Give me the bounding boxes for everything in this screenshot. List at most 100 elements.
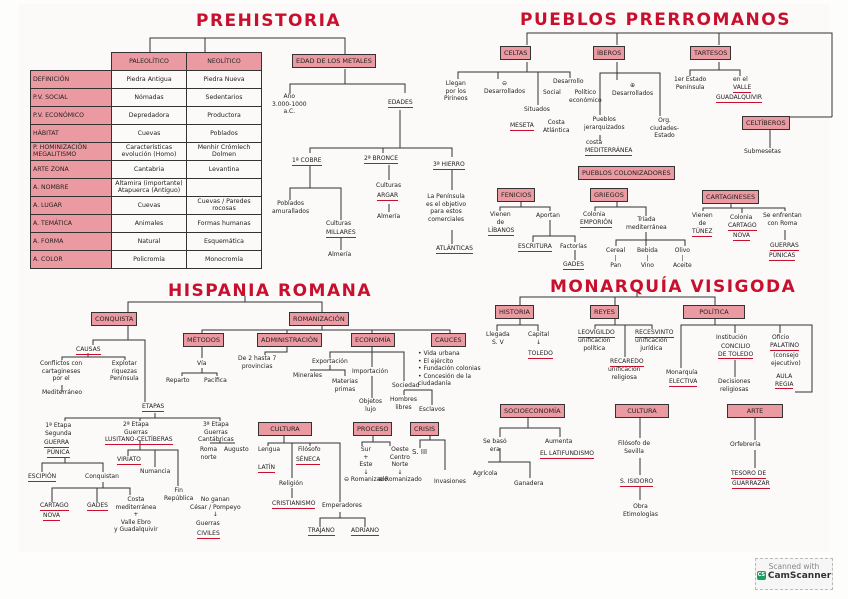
node-recesvinto-unificacion: unificación jurídica — [635, 337, 668, 352]
node-proceso-oeste: Oeste Centro Norte ↓ ⊕ Romanizado — [378, 446, 422, 483]
node-fenicios-gades: Gades — [563, 261, 584, 270]
node-hierro-atlanticas: Atlánticas — [436, 245, 473, 254]
box-historia: Historia — [495, 305, 534, 319]
row-label: A. Color — [30, 249, 112, 269]
box-metodos: Métodos — [183, 333, 225, 347]
node-bronce-culturas: Culturas — [376, 182, 402, 189]
header-neolitico: Neolítico — [186, 52, 262, 71]
header-paleolitico: Paleolítico — [111, 52, 187, 71]
box-administracion: Administración — [257, 333, 322, 347]
node-fenicios-escritura: Escritura — [518, 243, 552, 252]
row-label: A. Lugar — [30, 195, 112, 215]
node-tartesos-estado: 1er Estado Península — [674, 76, 707, 91]
box-celtiberos: Celtíberos — [742, 116, 790, 130]
node-celtas-desarrollo: Desarrollo — [553, 78, 584, 85]
cell-neo: Esquemática — [186, 231, 262, 251]
node-causas-mediterraneo: Mediterráneo — [42, 389, 83, 396]
box-iberos: Íberos — [593, 46, 626, 60]
row-label: A. Temática — [30, 213, 112, 233]
camscanner-logo-icon: CS — [756, 571, 766, 580]
table-row: A. Lugar Cuevas Cuevas / Paredes rocosas — [30, 195, 262, 215]
node-s3: S. III — [412, 448, 428, 456]
node-leovigildo: Leovigildo — [578, 329, 615, 338]
node-causas-explotar: Explotar riquezas Península — [110, 360, 139, 382]
cell-neo: Monocromía — [186, 249, 262, 269]
node-fenicios-factorias: Factorías — [560, 243, 587, 250]
node-consejo: (consejo ejecutivo) — [771, 352, 801, 367]
node-celtas-meseta: Meseta — [510, 122, 534, 131]
box-griegos: Griegos — [590, 188, 628, 202]
node-etapas: Etapas — [142, 403, 165, 412]
cell-neo: Menhir Crómlech Dolmen — [186, 141, 262, 161]
node-griegos-cereal: Cereal | Pan — [606, 247, 626, 269]
node-cart-punicas: Púnicas — [769, 252, 796, 261]
box-tartesos: Tartesos — [690, 46, 732, 60]
node-exportacion: Exportación — [312, 358, 348, 365]
node-iberos-costa: costa — [586, 139, 603, 146]
node-concilio: Concilio de Toledo — [718, 343, 754, 359]
node-escipion: Escipión — [28, 473, 57, 482]
node-institucion: Institución — [716, 334, 748, 341]
node-civiles: Civiles — [197, 530, 220, 539]
node-religion: Religión — [279, 480, 303, 487]
node-celtas-desarrollados: ⊖ Desarrollados — [484, 80, 526, 95]
node-emperadores: Emperadores — [322, 502, 362, 509]
node-latin: Latín — [258, 464, 276, 473]
node-objetos-lujo: Objetos lujo — [359, 398, 383, 413]
box-conquista: Conquista — [91, 312, 138, 326]
node-monarquia: Monarquía — [666, 369, 698, 376]
box-edad-metales: Edad de los metales — [292, 54, 376, 68]
node-lengua: Lengua — [258, 446, 281, 453]
node-etapa1-punica: Púnica — [47, 449, 70, 458]
table-row: Hábitat Cuevas Poblados — [30, 123, 262, 143]
node-electiva: Electiva — [669, 378, 698, 387]
node-llegada: Llegada S. V — [486, 331, 510, 346]
cell-paleo: Cuevas — [111, 123, 187, 143]
node-cart-vienen: Vienen de — [692, 212, 713, 227]
camscanner-label: CS CamScanner — [756, 571, 832, 581]
box-fenicios: Fenicios — [497, 188, 536, 202]
node-cart-nova: Nova — [733, 232, 750, 241]
node-celtas-llegan: Llegan por los Pirineos — [444, 80, 468, 102]
node-cart-colonia: Colonia — [730, 214, 753, 221]
node-isidoro: S. Isidoro — [620, 478, 654, 487]
node-nova: Nova — [43, 512, 60, 521]
node-celtas-politico: Político económico — [569, 89, 602, 104]
node-obra: Obra Etimologías — [623, 503, 658, 518]
table-row: Arte Zona Cantabria Levantina — [30, 159, 262, 179]
node-hombres-libres: Hombres libres — [390, 396, 417, 411]
node-trajano: Trajano — [308, 527, 335, 536]
node-tartesos-guadalquivir: Guadalquivir — [716, 94, 763, 103]
node-etapa1-guerra: Guerra — [44, 439, 70, 448]
node-cobre-poblados: Poblados amurallados — [272, 200, 310, 215]
cell-paleo: Cuevas — [111, 195, 187, 215]
camscanner-badge: Scanned with CS CamScanner — [755, 558, 833, 590]
box-socioeconomia: Socioeconomía — [500, 404, 565, 418]
cell-neo: Poblados — [186, 123, 262, 143]
box-celtas: Celtas — [500, 46, 532, 60]
box-cartagineses: Cartagineses — [702, 190, 760, 204]
row-label: P. Hominización Megalitismo — [30, 141, 112, 161]
node-filosofo: Filósofo — [298, 446, 321, 453]
node-tesoro: Tesoro de — [731, 470, 767, 479]
box-crisis: Crisis — [410, 422, 440, 436]
cell-paleo: Características evolución (Homo) — [111, 141, 187, 161]
table-corner — [31, 53, 112, 71]
node-conquistan: Conquistan — [85, 473, 119, 480]
visigoda-title: MONARQUÍA VISIGODA — [550, 277, 797, 297]
row-label: A. Forma — [30, 231, 112, 251]
node-fenicios-vienen: Vienen de — [490, 211, 511, 226]
node-etapa3: 3ª Etapa Guerras Cantábricas — [198, 421, 234, 443]
node-no-ganan: No ganan César / Pompeyo ↓ — [190, 496, 241, 518]
node-oficio: Oficio — [772, 334, 790, 341]
node-aumenta: Aumenta — [545, 438, 573, 445]
node-iberos-pueblos: Pueblos jerarquizados — [584, 116, 625, 131]
cell-paleo: Piedra Antigua — [111, 69, 187, 89]
node-filosofo-sevilla: Filósofo de Sevilla — [618, 440, 651, 455]
node-griegos-emporion: Emporión — [580, 219, 613, 228]
camscanner-name: CamScanner — [767, 571, 832, 581]
node-numancia: Numancia — [140, 468, 171, 475]
box-cultura-romana: Cultura — [258, 422, 312, 436]
box-pueblos-colonizadores: Pueblos colonizadores — [578, 166, 675, 180]
